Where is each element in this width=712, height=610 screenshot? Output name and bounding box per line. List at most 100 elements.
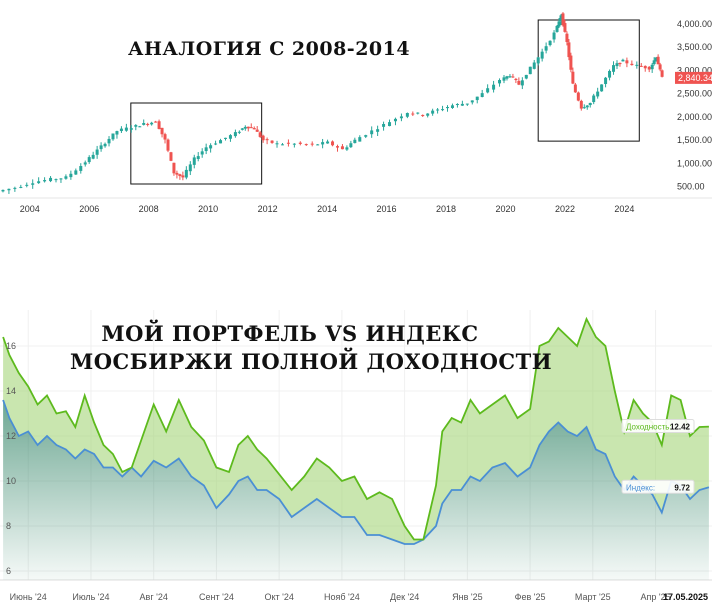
candle <box>13 186 17 192</box>
candle <box>544 42 548 54</box>
portfolio-line <box>2 316 709 541</box>
candle <box>588 102 592 108</box>
candle-body <box>310 143 314 145</box>
candle <box>528 66 532 75</box>
candle-body <box>255 129 259 132</box>
x-tick-label: Нояб '24 <box>324 592 360 602</box>
candle-body <box>275 143 279 145</box>
value-tag-portfolio: Доходность:12.42 <box>621 419 695 434</box>
candle <box>421 114 425 117</box>
candle-body <box>557 21 561 27</box>
candle <box>169 151 173 162</box>
candle <box>411 111 415 116</box>
candle-body <box>166 139 170 151</box>
candle-body <box>604 77 608 85</box>
candle <box>618 62 622 67</box>
candle-body <box>441 109 445 111</box>
candle-body <box>157 121 161 129</box>
candle <box>49 176 53 183</box>
x-tick-label: 2010 <box>198 204 218 214</box>
candle <box>292 143 296 148</box>
candle-body <box>552 32 556 40</box>
candle <box>252 126 256 130</box>
candle-body <box>74 170 78 175</box>
candle-body <box>146 123 150 125</box>
candle-body <box>286 142 290 144</box>
candle-body <box>388 122 392 127</box>
candle <box>650 62 654 73</box>
candle-body <box>280 144 284 146</box>
candle <box>630 60 634 66</box>
candle-body <box>258 132 262 137</box>
candle-body <box>524 74 528 79</box>
candle <box>219 138 223 144</box>
candle-body <box>292 143 296 145</box>
value-tag-bg <box>621 419 695 434</box>
candle-body <box>340 146 344 150</box>
candle-body <box>223 137 227 139</box>
candle-body <box>382 123 386 127</box>
x-tick-label: Авг '24 <box>140 592 168 602</box>
candle-body <box>536 57 540 64</box>
candle <box>249 123 253 129</box>
candle-body <box>399 116 403 119</box>
candle <box>261 134 265 143</box>
candle <box>286 139 290 147</box>
candle-body <box>511 76 515 78</box>
candle-body <box>54 179 58 181</box>
candle-body <box>37 181 41 184</box>
y-tick-label: 3,000.00 <box>677 65 712 75</box>
highlight-box-2 <box>537 19 640 142</box>
candle-body <box>658 64 662 70</box>
index-area-fill <box>3 400 709 580</box>
candle-body <box>563 23 567 32</box>
candle <box>548 40 552 47</box>
candle <box>107 136 111 147</box>
candle-body <box>219 140 223 144</box>
candle <box>585 105 589 110</box>
value-tag-name: Доходность: <box>626 423 672 432</box>
candle <box>228 134 232 142</box>
candle-body <box>321 142 325 145</box>
x-tick-label: 2006 <box>79 204 99 214</box>
candle <box>559 14 563 26</box>
candle <box>157 119 161 130</box>
value-tag-value: 9.72 <box>674 483 690 492</box>
candle <box>345 145 349 151</box>
candle <box>340 144 344 150</box>
candle <box>200 148 204 158</box>
y-tick-label: 2,500.00 <box>677 89 712 99</box>
candle <box>119 126 123 133</box>
y-tick-label: 1,500.00 <box>677 135 712 145</box>
candle <box>511 73 515 78</box>
candle-body <box>99 145 103 150</box>
candle <box>150 121 154 126</box>
candle-body <box>228 135 232 139</box>
candle-body <box>465 103 469 105</box>
y-tick-label: 4,000.00 <box>677 19 712 29</box>
candle <box>647 66 651 73</box>
x-tick-label: Апр '25 <box>640 592 670 602</box>
candle-body <box>178 174 182 177</box>
candle <box>181 171 185 181</box>
candle-body <box>192 157 196 165</box>
candle-body <box>596 91 600 97</box>
candle <box>214 140 218 146</box>
highlight-box-1 <box>130 102 263 185</box>
candle <box>349 140 353 149</box>
candle <box>465 103 469 106</box>
candle-body <box>540 51 544 59</box>
candle <box>569 52 573 73</box>
candle <box>204 143 208 155</box>
candle-body <box>421 115 425 117</box>
candle-body <box>582 107 586 109</box>
candle-body <box>160 127 164 135</box>
candle <box>557 18 561 28</box>
x-tick-label: 2016 <box>377 204 397 214</box>
y-tick-label: 12 <box>6 431 16 441</box>
candle-body <box>492 84 496 90</box>
candle-body <box>111 133 115 140</box>
candle <box>115 130 119 139</box>
current-price-tag: 2,840.34 <box>675 71 712 84</box>
candle-body <box>364 135 368 137</box>
